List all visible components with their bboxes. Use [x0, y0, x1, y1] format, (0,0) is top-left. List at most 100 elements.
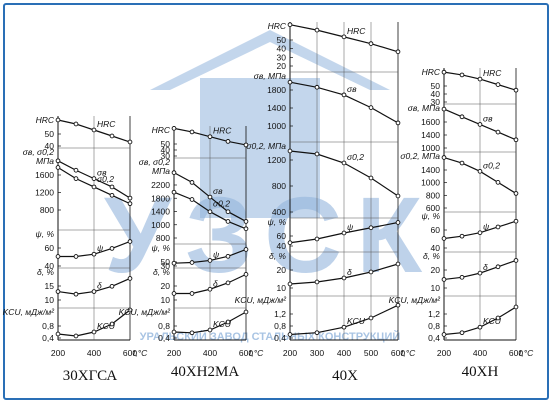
y-tick-label: 1,2: [428, 309, 440, 319]
data-point: [243, 247, 249, 252]
data-point: [513, 191, 519, 196]
data-point: [109, 133, 115, 139]
data-point: [73, 176, 79, 181]
data-point: [225, 219, 231, 224]
y-axis-label: МПа: [152, 166, 170, 176]
data-point: [368, 225, 374, 231]
data-point: [459, 72, 465, 78]
data-point: [225, 319, 231, 325]
x-tick-label: 400: [87, 348, 101, 358]
y-tick-label: 10: [161, 295, 171, 305]
data-point: [459, 160, 465, 166]
y-axis-label: KCU, мДж/м²: [3, 307, 56, 317]
data-point: [127, 307, 133, 313]
y-axis-label: KCU, мДж/м²: [235, 295, 288, 305]
x-axis-label: t,°C: [249, 348, 264, 358]
series-label: HRC: [347, 26, 366, 36]
data-point: [243, 309, 249, 315]
y-axis-label: ψ, %: [422, 211, 441, 221]
series-label: KCU: [347, 316, 366, 326]
series-label: σ0,2: [483, 160, 500, 170]
data-point: [109, 184, 115, 190]
data-point: [495, 82, 501, 87]
y-tick-label: 0,8: [428, 321, 440, 331]
x-axis-label: t,°C: [519, 348, 534, 358]
y-tick-label: 800: [40, 205, 54, 215]
x-axis-label: t,°C: [133, 348, 148, 358]
y-tick-label: 0,8: [42, 321, 54, 331]
series-label: σв: [483, 113, 493, 123]
x-tick-label: 200: [51, 348, 65, 358]
data-point: [287, 281, 293, 287]
x-tick-label: 200: [283, 348, 297, 358]
y-tick-label: 50: [161, 257, 171, 267]
series-label: HRC: [483, 68, 502, 78]
series-label: KCU: [213, 319, 232, 329]
series-label: ψ: [483, 222, 489, 232]
y-tick-label: 30: [161, 261, 171, 271]
y-axis-label: HRC: [268, 21, 287, 31]
data-point: [441, 236, 447, 241]
data-point: [171, 329, 177, 335]
y-tick-label: 1800: [267, 85, 286, 95]
data-point: [495, 264, 501, 270]
y-tick-label: 800: [272, 181, 286, 191]
y-axis-label: σв, МПа: [254, 71, 287, 81]
x-tick-label: 500: [364, 348, 378, 358]
data-point: [55, 254, 61, 259]
data-point: [314, 27, 320, 33]
y-tick-label: 30: [277, 52, 287, 62]
y-tick-label: 40: [431, 243, 441, 253]
series-label: δ: [483, 262, 488, 272]
data-point: [189, 291, 195, 296]
data-point: [171, 260, 177, 266]
y-axis-label: KCU, мДж/м²: [389, 295, 442, 305]
data-point: [495, 129, 501, 135]
data-point: [91, 329, 97, 335]
y-tick-label: 40: [277, 44, 287, 54]
data-point: [513, 218, 519, 224]
data-point: [459, 233, 465, 239]
y-tick-label: 0,8: [274, 321, 286, 331]
y-tick-label: 2200: [151, 180, 170, 190]
y-tick-label: 50: [161, 139, 171, 149]
data-point: [55, 158, 61, 164]
x-tick-label: 400: [337, 348, 351, 358]
y-tick-label: 1000: [421, 178, 440, 188]
y-tick-label: 1600: [35, 170, 54, 180]
y-axis-label: σв, МПа: [408, 103, 441, 113]
data-point: [314, 236, 320, 242]
data-point: [207, 134, 213, 140]
series-label: ψ: [97, 243, 103, 253]
data-point: [341, 275, 347, 281]
y-tick-label: 60: [45, 243, 55, 253]
y-tick-label: 1400: [267, 103, 286, 113]
y-tick-label: 10: [45, 295, 55, 305]
data-point: [243, 142, 249, 148]
y-tick-label: 1600: [421, 117, 440, 127]
data-point: [109, 192, 115, 198]
y-axis-label: ψ, %: [268, 217, 287, 227]
data-point: [243, 272, 249, 277]
y-tick-label: 0,4: [42, 333, 54, 343]
y-axis-label: σ0,2, МПа: [246, 141, 286, 151]
y-axis-label: KCU, мДж/м²: [119, 307, 172, 317]
data-point: [127, 276, 133, 281]
y-tick-label: 600: [426, 203, 440, 213]
data-point: [314, 279, 320, 285]
y-tick-label: 40: [45, 261, 55, 271]
data-point: [368, 175, 374, 181]
y-tick-label: 40: [161, 145, 171, 155]
x-axis-label: t,°C: [401, 348, 416, 358]
series-label: HRC: [97, 119, 116, 129]
data-point: [341, 34, 347, 40]
y-tick-label: 50: [45, 129, 55, 139]
data-point: [55, 165, 61, 170]
data-point: [513, 87, 519, 93]
watermark-big-text: УЗСК: [104, 174, 436, 295]
y-tick-label: 1200: [35, 188, 54, 198]
y-tick-label: 50: [431, 81, 441, 91]
series-label: ψ: [213, 249, 219, 259]
data-point: [55, 331, 61, 337]
